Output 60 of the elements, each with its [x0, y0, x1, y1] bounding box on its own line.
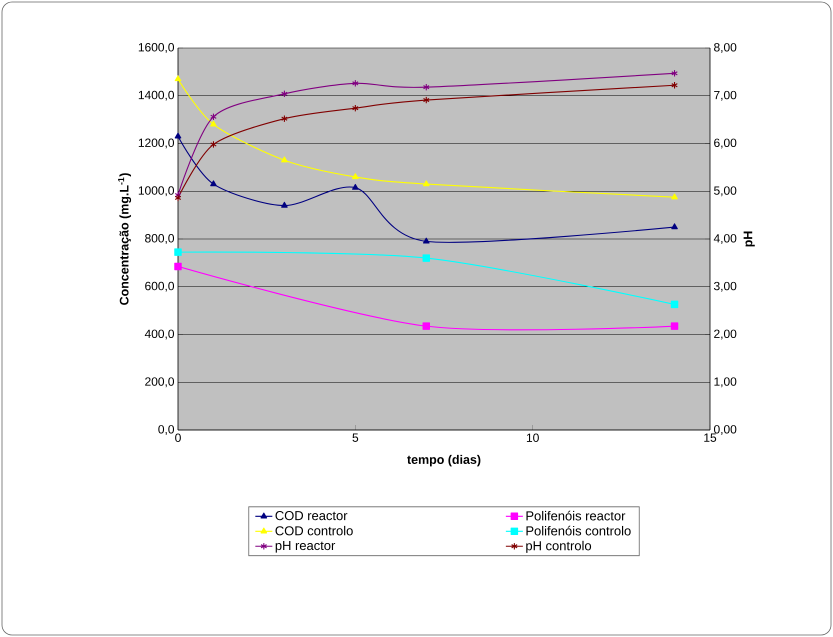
point	[422, 322, 430, 330]
point	[671, 82, 678, 89]
y2-tick-label: 3,00	[714, 282, 736, 292]
y2-tick-label: 0,00	[714, 425, 736, 435]
legend-label: COD controlo	[276, 526, 353, 536]
y2-tick-label: 1,00	[714, 377, 736, 388]
y-tick-label: 1600,0	[138, 43, 174, 53]
y2-tick-label: 6,00	[714, 138, 736, 148]
legend-label: COD reactor	[276, 511, 348, 520]
point	[422, 254, 430, 262]
point	[174, 194, 182, 202]
point	[671, 223, 678, 230]
legend-label: pH reactor	[276, 541, 336, 553]
point	[671, 70, 678, 78]
point	[281, 90, 288, 98]
y-tick-label: 200,0	[145, 377, 174, 388]
point	[670, 300, 678, 308]
y2-tick-label: 4,00	[714, 234, 736, 244]
legend-label: Polifenóis reactor	[526, 510, 626, 520]
point	[210, 180, 217, 186]
y2-tick-label: 8,00	[714, 43, 736, 53]
point	[174, 248, 182, 256]
x-tick-label: 0	[175, 434, 181, 442]
point	[670, 322, 678, 330]
y2-axis-title: pH	[744, 232, 755, 246]
point	[422, 83, 430, 91]
point	[210, 140, 217, 148]
y-tick-label: 1000,0	[138, 186, 174, 196]
point	[352, 80, 359, 88]
legend-label: Polifenóis controlo	[526, 526, 631, 536]
x-tick-label: 15	[704, 434, 716, 442]
y-tick-label: 600,0	[145, 282, 174, 292]
y-tick-label: 1400,0	[138, 90, 174, 101]
point	[174, 262, 182, 270]
point	[352, 173, 359, 180]
point	[174, 132, 182, 138]
point	[422, 238, 430, 244]
point	[210, 120, 217, 127]
point	[281, 156, 288, 162]
x-tick-label: 10	[526, 434, 539, 442]
y2-tick-label: 2,00	[714, 330, 736, 340]
point	[671, 193, 678, 200]
point	[281, 202, 288, 208]
point	[422, 96, 430, 104]
x-tick-label: 5	[352, 434, 358, 442]
point	[281, 114, 288, 122]
y-tick-label: 1200,0	[138, 138, 174, 148]
point	[422, 180, 430, 186]
legend-label: pH controlo	[526, 540, 592, 553]
point	[352, 104, 359, 112]
y2-tick-label: 7,00	[714, 90, 736, 101]
point	[174, 75, 182, 82]
point	[210, 113, 217, 120]
y-tick-label: 800,0	[145, 234, 174, 244]
y-tick-label: 0,0	[158, 425, 174, 435]
y2-tick-label: 5,00	[714, 186, 736, 196]
y-tick-label: 400,0	[144, 330, 174, 340]
y-axis-title: Concentração (mg.L$^{-1}$)	[118, 173, 132, 305]
x-axis-title: tempo (dias)	[407, 454, 480, 466]
point	[352, 184, 359, 190]
